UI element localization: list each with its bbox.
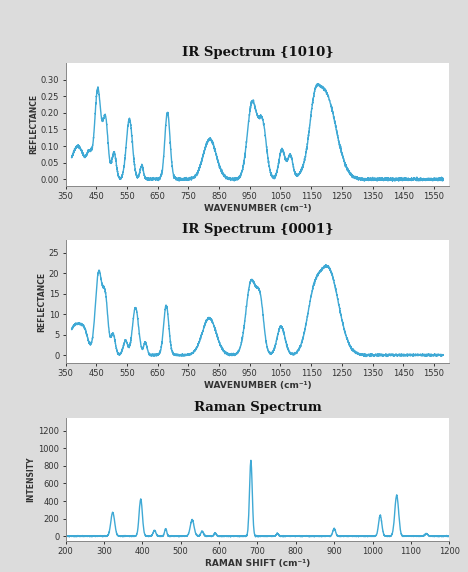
- Title: IR Spectrum {1010}: IR Spectrum {1010}: [182, 46, 333, 59]
- X-axis label: WAVENUMBER (cm⁻¹): WAVENUMBER (cm⁻¹): [204, 382, 311, 390]
- X-axis label: RAMAN SHIFT (cm⁻¹): RAMAN SHIFT (cm⁻¹): [205, 559, 310, 567]
- Y-axis label: REFLECTANCE: REFLECTANCE: [29, 94, 38, 154]
- Title: Raman Spectrum: Raman Spectrum: [194, 400, 321, 414]
- Y-axis label: REFLECTANCE: REFLECTANCE: [37, 272, 46, 332]
- X-axis label: WAVENUMBER (cm⁻¹): WAVENUMBER (cm⁻¹): [204, 204, 311, 213]
- Y-axis label: INTENSITY: INTENSITY: [27, 456, 36, 502]
- Title: IR Spectrum {0001}: IR Spectrum {0001}: [182, 223, 333, 236]
